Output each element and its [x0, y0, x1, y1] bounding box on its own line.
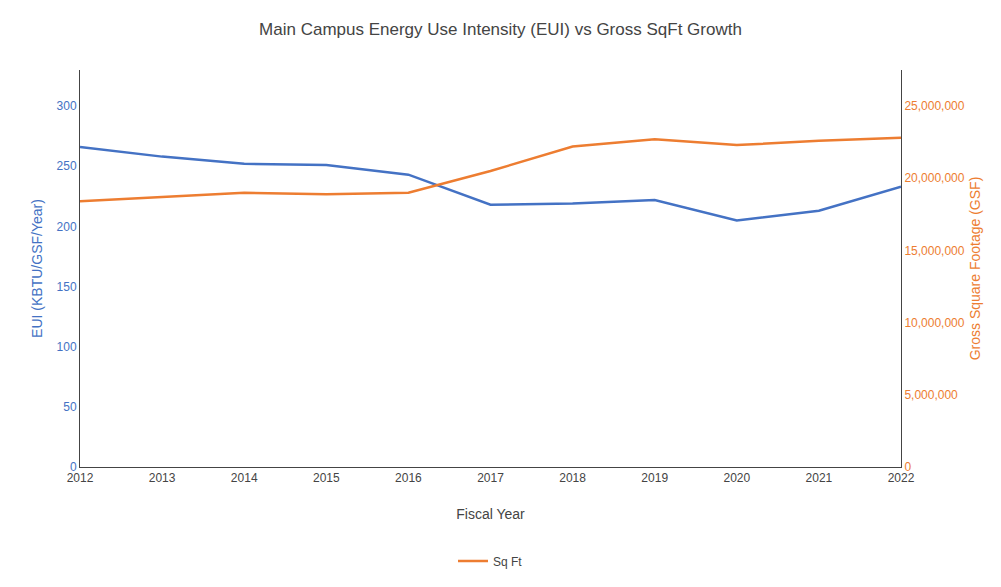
svg-text:25,000,000: 25,000,000	[904, 99, 964, 113]
svg-text:100: 100	[57, 340, 77, 354]
svg-text:200: 200	[57, 220, 77, 234]
svg-text:2012: 2012	[67, 471, 94, 485]
svg-text:Sq Ft: Sq Ft	[493, 555, 522, 569]
svg-text:Fiscal Year: Fiscal Year	[456, 506, 525, 522]
svg-text:20,000,000: 20,000,000	[904, 171, 964, 185]
svg-text:10,000,000: 10,000,000	[904, 316, 964, 330]
svg-text:150: 150	[57, 280, 77, 294]
svg-text:2018: 2018	[559, 471, 586, 485]
svg-text:Main Campus Energy Use Intensi: Main Campus Energy Use Intensity (EUI) v…	[259, 20, 742, 39]
svg-text:2013: 2013	[149, 471, 176, 485]
svg-text:250: 250	[57, 159, 77, 173]
svg-text:2016: 2016	[395, 471, 422, 485]
svg-text:2022: 2022	[888, 471, 915, 485]
svg-text:15,000,000: 15,000,000	[904, 244, 964, 258]
svg-text:0: 0	[904, 460, 911, 474]
svg-text:2019: 2019	[641, 471, 668, 485]
svg-text:2021: 2021	[806, 471, 833, 485]
svg-text:50: 50	[63, 400, 77, 414]
svg-text:2015: 2015	[313, 471, 340, 485]
svg-text:0: 0	[70, 460, 77, 474]
svg-text:300: 300	[57, 99, 77, 113]
svg-text:2014: 2014	[231, 471, 258, 485]
svg-text:Gross Square Footage (GSF): Gross Square Footage (GSF)	[967, 177, 983, 361]
svg-text:5,000,000: 5,000,000	[904, 388, 958, 402]
svg-text:2017: 2017	[477, 471, 504, 485]
svg-text:EUI (KBTU/GSF/Year): EUI (KBTU/GSF/Year)	[29, 199, 45, 338]
svg-text:2020: 2020	[723, 471, 750, 485]
